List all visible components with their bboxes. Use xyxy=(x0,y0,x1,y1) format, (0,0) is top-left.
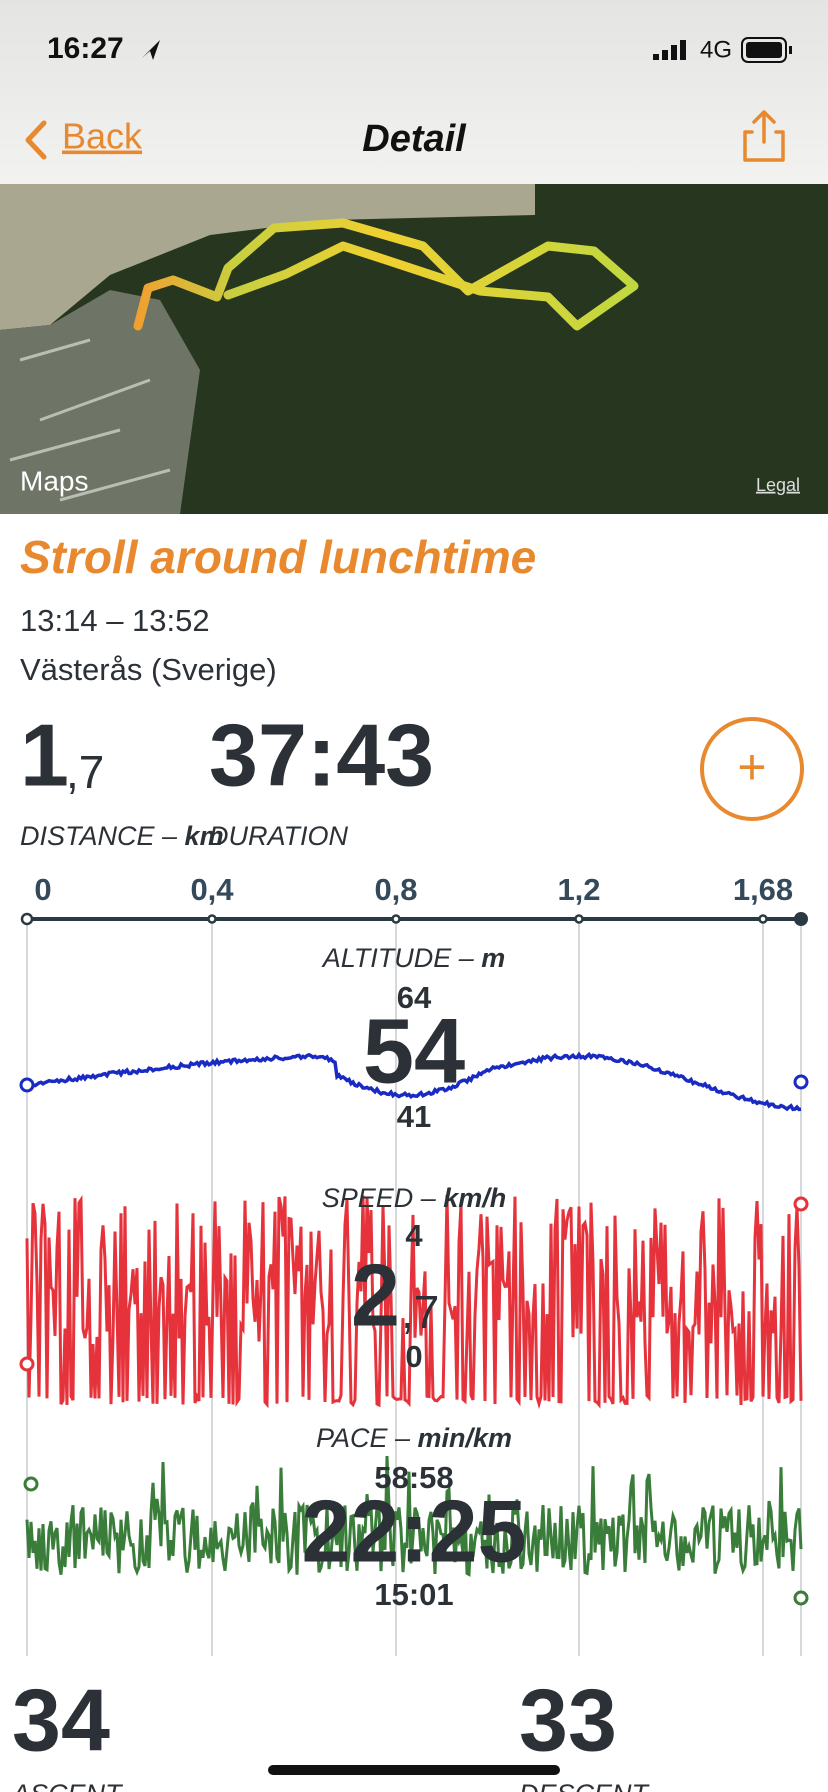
altitude-unit: m xyxy=(481,943,505,973)
descent: 33 xyxy=(519,1670,617,1769)
descent-label: DESCENT xyxy=(519,1779,651,1792)
traces xyxy=(19,1051,809,1606)
signal-icon xyxy=(653,40,686,60)
pace-max: 58:58 xyxy=(374,1460,453,1495)
speed-current-fraction: ,7 xyxy=(401,1286,439,1338)
add-button[interactable] xyxy=(700,717,804,821)
duration: 37:43 xyxy=(209,705,434,804)
ascent-label: ASCENT xyxy=(10,1779,124,1792)
speed-min: 0 xyxy=(405,1339,422,1374)
back-button[interactable]: Back xyxy=(62,116,143,157)
pace-label: PACE xyxy=(316,1423,389,1453)
trace-endpoint xyxy=(23,1476,39,1492)
trace-endpoint xyxy=(19,1077,35,1093)
axis-tick xyxy=(574,914,584,924)
distance-whole: 1 xyxy=(20,705,69,804)
location-icon xyxy=(142,40,160,60)
axis-tick-label: 1,2 xyxy=(557,872,600,907)
home-indicator xyxy=(268,1765,560,1775)
battery xyxy=(741,37,792,63)
clock: 16:27 xyxy=(47,32,124,65)
trace-endpoint xyxy=(19,1356,35,1372)
speed-title: SPEED – km/h xyxy=(322,1183,507,1213)
axis-tick xyxy=(391,914,401,924)
speed-max: 4 xyxy=(405,1218,423,1253)
altitude-title: ALTITUDE – m xyxy=(321,943,506,973)
time-range: 13:14 – 13:52 xyxy=(20,603,210,638)
speed-current-whole: 2 xyxy=(351,1245,400,1344)
altitude-label: ALTITUDE xyxy=(321,943,453,973)
pace-min: 15:01 xyxy=(374,1577,453,1612)
trace-endpoint xyxy=(793,1074,809,1090)
axis-tick-label: 0,8 xyxy=(374,872,417,907)
axis-tick xyxy=(207,914,217,924)
trace-endpoint xyxy=(793,1196,809,1212)
maps-brand: Maps xyxy=(20,465,88,496)
axis-tick xyxy=(20,912,34,926)
axis-tick-label: 1,68 xyxy=(733,872,793,907)
distance-unit: km xyxy=(185,821,224,851)
altitude-max: 64 xyxy=(397,980,432,1015)
pace-trace xyxy=(25,1455,803,1577)
altitude-current: 54 xyxy=(363,1000,465,1102)
speed-trace xyxy=(25,1194,803,1410)
legal-link[interactable]: Legal xyxy=(756,475,800,495)
network: 4G xyxy=(700,36,732,63)
pace-labels: PACE – min/km 58:58 22:25 15:01 xyxy=(301,1423,526,1612)
axis-tick xyxy=(758,914,768,924)
pace-unit: min/km xyxy=(418,1423,513,1453)
axis-tick-label: 0,4 xyxy=(190,872,234,907)
nav-title: Detail xyxy=(362,118,467,160)
speed-label: SPEED xyxy=(322,1183,414,1213)
duration-label: DURATION xyxy=(209,821,348,851)
share-button[interactable] xyxy=(743,110,785,162)
pace-title: PACE – min/km xyxy=(316,1423,512,1453)
speed-unit: km/h xyxy=(443,1183,506,1213)
distance-fraction: ,7 xyxy=(66,746,104,798)
pace-current: 22:25 xyxy=(301,1481,526,1580)
map: Maps Legal xyxy=(0,184,828,514)
activity-title: Stroll around lunchtime xyxy=(20,531,536,583)
trace-endpoint xyxy=(793,1590,809,1606)
location: Västerås (Sverige) xyxy=(20,652,277,687)
speed-labels: SPEED – km/h 4 2 ,7 0 xyxy=(322,1183,507,1374)
altitude-trace xyxy=(25,1051,802,1112)
header xyxy=(0,0,828,184)
distance-label: DISTANCE – km xyxy=(20,821,224,851)
altitude-min: 41 xyxy=(397,1099,431,1134)
add-button-label[interactable]: + xyxy=(737,739,766,795)
distance-label-text: DISTANCE xyxy=(20,821,156,851)
axis-tick-label: 0 xyxy=(34,872,51,907)
back-chevron[interactable] xyxy=(25,120,47,160)
altitude-labels: ALTITUDE – m 64 54 41 xyxy=(321,943,506,1134)
ascent: 34 xyxy=(12,1670,110,1769)
axis-end xyxy=(794,912,808,926)
